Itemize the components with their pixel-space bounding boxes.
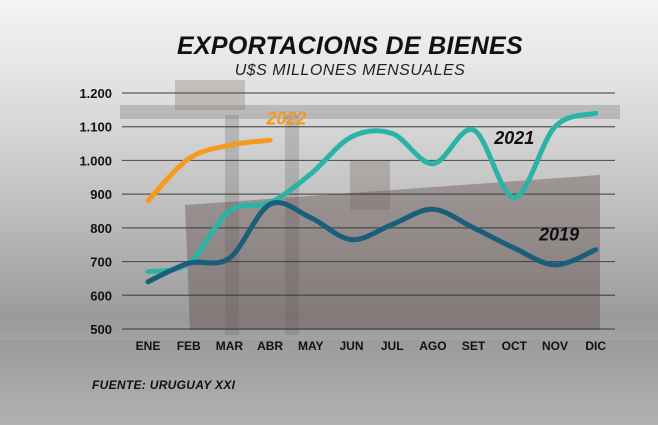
chart-subtitle: U$S MILLONES MENSUALES: [234, 62, 466, 79]
x-axis-ticks: ENE FEB MAR ABR MAY JUN JUL AGO SET OCT NOV DIC: [136, 339, 607, 353]
series-line-2022: [145, 137, 273, 204]
ship-hull-shape: [185, 175, 600, 330]
series-line-2019: [145, 200, 599, 285]
x-tick-label: FEB: [177, 339, 201, 353]
x-tick-label: MAR: [216, 339, 244, 353]
y-tick-label: 500: [90, 322, 112, 337]
y-tick-label: 700: [90, 255, 112, 270]
crane-beam-shape: [120, 105, 620, 119]
x-tick-label: ENE: [136, 339, 161, 353]
source-note: FUENTE: URUGUAY XXI: [92, 378, 236, 392]
y-tick-label: 1.000: [79, 153, 112, 168]
x-tick-label: DIC: [585, 339, 606, 353]
x-tick-label: ABR: [257, 339, 283, 353]
series-labels: 2022 2021 2019: [265, 108, 579, 244]
x-tick-label: AGO: [419, 339, 446, 353]
y-tick-label: 900: [90, 187, 112, 202]
x-tick-label: MAY: [298, 339, 324, 353]
crane-leg-shape: [285, 115, 299, 335]
crane-cabin-shape: [175, 80, 245, 110]
y-tick-label: 1.200: [79, 86, 112, 101]
series-label-2021: 2021: [493, 128, 534, 148]
x-tick-label: SET: [462, 339, 486, 353]
y-tick-label: 800: [90, 221, 112, 236]
series-label-2022: 2022: [265, 108, 306, 128]
background-image: [0, 80, 658, 425]
y-axis-ticks: 1.200 1.100 1.000 900 800 700 600 500: [79, 86, 112, 337]
x-tick-label: JUN: [339, 339, 363, 353]
series-line-2021: [145, 110, 599, 275]
x-tick-label: JUL: [381, 339, 404, 353]
x-tick-label: OCT: [502, 339, 528, 353]
series-lines: [145, 110, 599, 285]
dock-ground-shape: [0, 340, 658, 425]
y-tick-label: 1.100: [79, 120, 112, 135]
crane-leg-shape: [225, 115, 239, 335]
y-tick-label: 600: [90, 288, 112, 303]
ship-tower-shape: [350, 160, 390, 210]
series-label-2019: 2019: [538, 224, 579, 244]
x-tick-label: NOV: [542, 339, 568, 353]
gridlines: [122, 92, 615, 330]
chart-title: EXPORTACIONS DE BIENES: [176, 32, 524, 60]
